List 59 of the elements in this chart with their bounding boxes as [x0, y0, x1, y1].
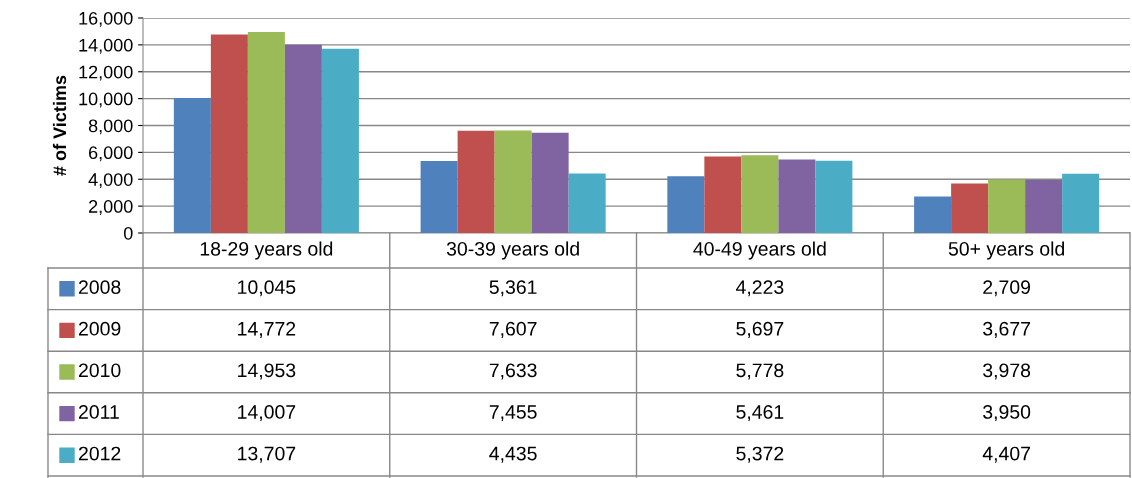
data-label: 7,455	[489, 405, 537, 422]
legend-label: 2009	[78, 321, 121, 336]
data-label: 3,677	[983, 321, 1030, 338]
legend-label: 2012	[78, 446, 121, 461]
bar	[494, 130, 532, 233]
bar	[667, 176, 705, 233]
y-tick-label: 4,000	[88, 173, 133, 189]
bar	[457, 130, 495, 233]
data-label: 14,007	[238, 405, 296, 422]
x-tick-label: 40-49 years old	[693, 241, 826, 260]
y-tick-label: 16,000	[79, 11, 133, 27]
data-label: 3,950	[983, 405, 1031, 422]
y-tick-label: 10,000	[79, 92, 133, 108]
x-tick-label: 30-39 years old	[446, 241, 579, 260]
bar	[988, 179, 1026, 233]
data-label: 7,607	[489, 321, 537, 338]
data-label: 5,697	[736, 321, 784, 338]
bar	[531, 132, 569, 233]
bar	[420, 160, 458, 233]
data-label: 4,435	[489, 446, 537, 463]
bar	[247, 32, 285, 233]
bar	[778, 159, 816, 233]
bar	[704, 156, 742, 233]
data-label: 14,953	[238, 363, 296, 380]
x-tick-label: 18-29 years old	[200, 241, 333, 260]
legend-label: 2011	[78, 405, 119, 419]
bar	[741, 155, 779, 233]
legend-label: 2008	[78, 280, 121, 295]
y-tick-label: 6,000	[89, 146, 133, 162]
bar	[568, 173, 606, 233]
data-label: 3,978	[983, 363, 1031, 380]
x-tick-label: 50+ years old	[948, 241, 1065, 260]
bar	[210, 34, 248, 233]
data-label: 10,045	[238, 280, 296, 297]
bar	[1025, 179, 1063, 233]
data-label: 7,633	[489, 363, 537, 380]
y-tick-label: 8,000	[88, 119, 133, 135]
data-label: 13,707	[238, 446, 296, 463]
bar	[914, 196, 952, 233]
y-tick-label: 14,000	[79, 38, 133, 54]
data-label: 5,361	[489, 280, 537, 297]
data-label: 4,223	[735, 280, 784, 297]
bar	[321, 48, 359, 233]
y-tick-label: 2,000	[89, 200, 133, 215]
bar	[284, 44, 322, 233]
data-label: 5,461	[736, 405, 784, 422]
data-label: 2,709	[983, 280, 1031, 297]
y-tick-label: 12,000	[79, 65, 133, 81]
bar	[1062, 173, 1100, 233]
data-label: 4,407	[982, 446, 1030, 463]
data-label: 14,772	[238, 321, 296, 338]
legend-label: 2010	[78, 363, 121, 378]
y-tick-label: 0	[123, 226, 133, 240]
bar	[173, 98, 211, 233]
bar	[815, 160, 853, 233]
bar	[951, 183, 989, 233]
data-label: 5,372	[736, 446, 784, 463]
data-label: 5,778	[736, 363, 784, 380]
y-axis-title: # of Victims	[52, 75, 67, 176]
